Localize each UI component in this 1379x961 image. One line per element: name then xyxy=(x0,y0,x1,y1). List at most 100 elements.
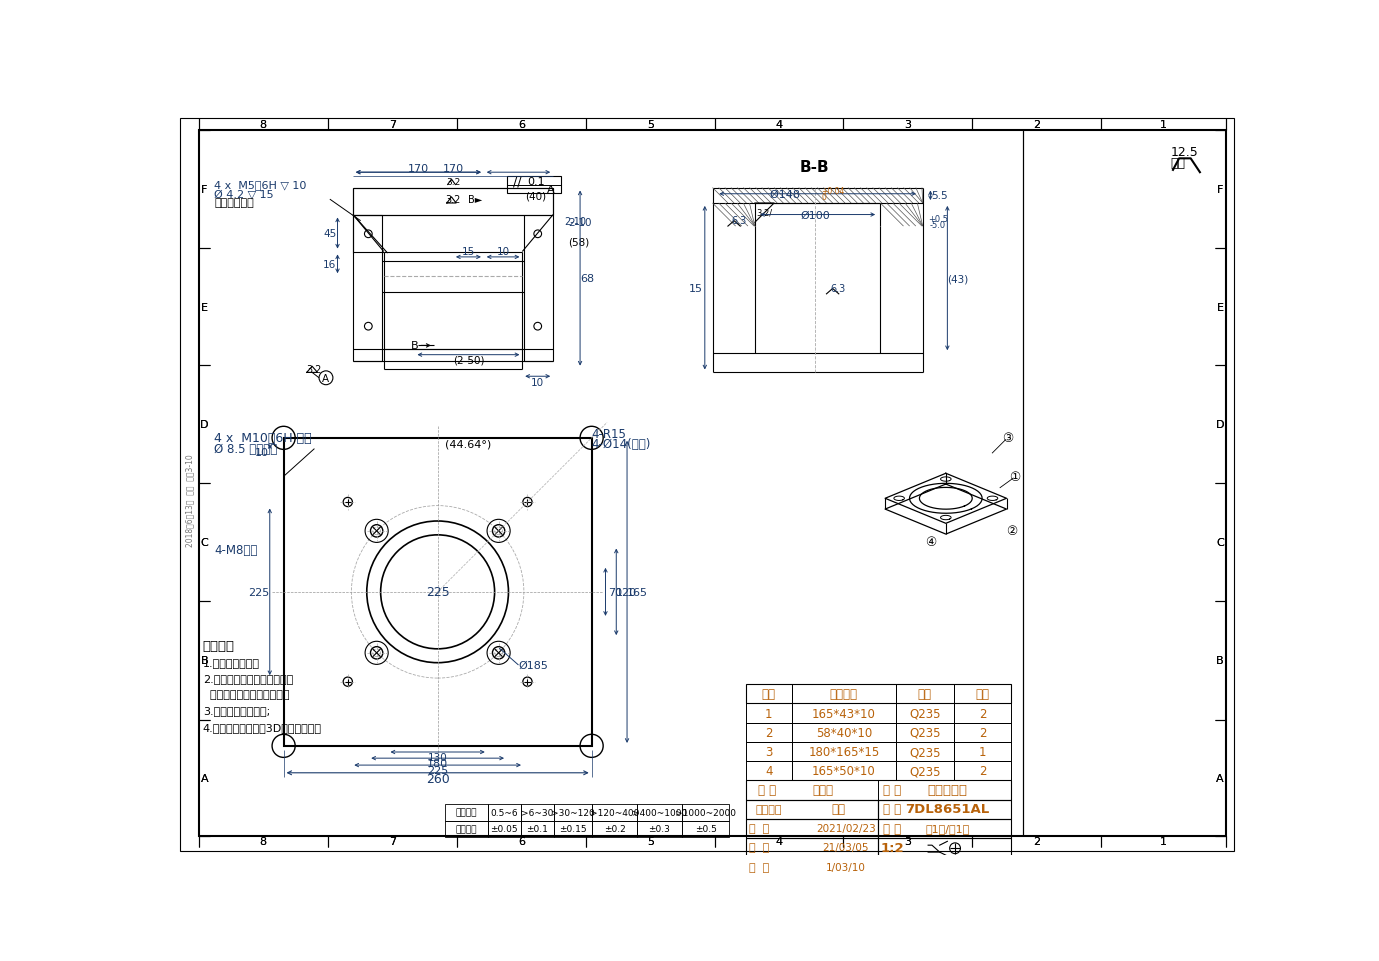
Text: 7DL8651AL: 7DL8651AL xyxy=(905,802,990,816)
Text: C: C xyxy=(200,537,208,548)
Text: D: D xyxy=(1216,420,1225,430)
Bar xyxy=(746,723,1011,742)
Text: 6: 6 xyxy=(519,119,525,130)
Text: A: A xyxy=(200,773,208,783)
Text: ±0.5: ±0.5 xyxy=(695,825,717,833)
Text: A: A xyxy=(1216,773,1223,783)
Text: A: A xyxy=(323,374,330,383)
Text: >30~120: >30~120 xyxy=(552,807,594,817)
Text: ①: ① xyxy=(1009,470,1020,483)
Text: E: E xyxy=(201,303,208,312)
Text: 4: 4 xyxy=(775,119,783,130)
Text: (2-50): (2-50) xyxy=(452,355,484,365)
Text: B►: B► xyxy=(469,195,483,205)
Text: 0: 0 xyxy=(821,192,826,202)
Text: 3.2/: 3.2/ xyxy=(756,209,772,217)
Text: 2: 2 xyxy=(1033,119,1040,130)
Text: 180*165*15: 180*165*15 xyxy=(808,746,880,758)
Text: 10: 10 xyxy=(531,378,545,387)
Text: 8: 8 xyxy=(259,119,266,130)
Bar xyxy=(554,821,593,838)
Text: ④: ④ xyxy=(925,535,936,549)
Text: 2: 2 xyxy=(979,727,986,739)
Text: 165*43*10: 165*43*10 xyxy=(812,707,876,720)
Text: 3.2: 3.2 xyxy=(445,195,461,205)
Text: 2-10: 2-10 xyxy=(568,218,592,228)
Text: 第1页/共1页: 第1页/共1页 xyxy=(925,824,969,833)
Bar xyxy=(488,803,521,821)
Text: 其余: 其余 xyxy=(1171,157,1186,169)
Text: 6: 6 xyxy=(519,836,525,847)
Text: 3: 3 xyxy=(905,836,912,847)
Text: B: B xyxy=(1216,655,1223,666)
Text: ±0.3: ±0.3 xyxy=(648,825,670,833)
Text: 名 称: 名 称 xyxy=(883,783,900,797)
Bar xyxy=(681,821,729,838)
Text: F: F xyxy=(1216,185,1223,194)
Text: 产品规格: 产品规格 xyxy=(830,688,858,701)
Bar xyxy=(488,821,521,838)
Text: 3.焊后磨平，去飞溅;: 3.焊后磨平，去飞溅; xyxy=(203,705,270,716)
Text: 170: 170 xyxy=(443,163,463,173)
Text: E: E xyxy=(1216,303,1223,312)
Text: 170: 170 xyxy=(408,164,429,174)
Text: 8: 8 xyxy=(259,836,266,847)
Text: 3.2: 3.2 xyxy=(445,178,461,186)
Text: 7: 7 xyxy=(389,119,396,130)
Text: 磷化: 磷化 xyxy=(832,802,845,816)
Text: 1: 1 xyxy=(1160,119,1167,130)
Text: 10: 10 xyxy=(496,247,510,258)
Text: C: C xyxy=(1216,537,1223,548)
Text: B: B xyxy=(411,341,418,351)
Text: 225: 225 xyxy=(426,586,450,599)
Text: Q235: Q235 xyxy=(909,727,940,739)
Text: 225: 225 xyxy=(248,587,270,597)
Text: ③: ③ xyxy=(1001,431,1014,445)
Text: 0.5~6: 0.5~6 xyxy=(491,807,519,817)
Text: D: D xyxy=(200,420,208,430)
Text: 70: 70 xyxy=(608,587,622,597)
Text: 2: 2 xyxy=(765,727,772,739)
Bar xyxy=(878,819,1011,838)
Text: 校  对: 校 对 xyxy=(749,843,769,852)
Text: B: B xyxy=(200,655,208,666)
Text: (40): (40) xyxy=(525,191,546,201)
Text: Q235: Q235 xyxy=(909,765,940,777)
Text: 4: 4 xyxy=(765,765,772,777)
Bar xyxy=(593,803,637,821)
Text: 7: 7 xyxy=(389,836,396,847)
Bar xyxy=(878,838,1011,857)
Text: 3: 3 xyxy=(765,746,772,758)
Text: 3.2: 3.2 xyxy=(306,364,323,374)
Text: 1: 1 xyxy=(765,707,772,720)
Text: ±0.1: ±0.1 xyxy=(527,825,549,833)
Text: 图 号: 图 号 xyxy=(883,802,900,816)
Text: 0.1: 0.1 xyxy=(527,177,545,186)
Bar xyxy=(507,177,561,194)
Text: C: C xyxy=(1216,537,1223,548)
Text: 5: 5 xyxy=(647,836,654,847)
Text: 5: 5 xyxy=(647,119,654,130)
Text: 比 例: 比 例 xyxy=(883,822,900,835)
Text: B-B: B-B xyxy=(800,160,830,175)
Text: >6~30: >6~30 xyxy=(521,807,553,817)
Text: 21/03/05: 21/03/05 xyxy=(822,843,869,852)
Bar xyxy=(746,684,1011,703)
Text: D: D xyxy=(1216,420,1225,430)
Text: 2021/02/23: 2021/02/23 xyxy=(816,824,876,833)
Text: 3: 3 xyxy=(905,119,912,130)
Text: （对面开孔）: （对面开孔） xyxy=(214,198,254,208)
Text: 45: 45 xyxy=(323,229,336,238)
Text: 未注线性: 未注线性 xyxy=(455,807,477,817)
Text: 2: 2 xyxy=(1033,836,1040,847)
Text: Q235: Q235 xyxy=(909,746,940,758)
Text: 4-M8贯穿: 4-M8贯穿 xyxy=(214,543,258,556)
Text: Ø100: Ø100 xyxy=(800,210,830,220)
Text: 165: 165 xyxy=(627,587,648,597)
Text: 1/03/10: 1/03/10 xyxy=(826,862,866,872)
Text: ±0.15: ±0.15 xyxy=(560,825,587,833)
Text: D: D xyxy=(200,420,208,430)
Bar xyxy=(878,800,1011,819)
Text: 电机固定座: 电机固定座 xyxy=(927,783,967,797)
Text: Ø185: Ø185 xyxy=(519,660,549,670)
